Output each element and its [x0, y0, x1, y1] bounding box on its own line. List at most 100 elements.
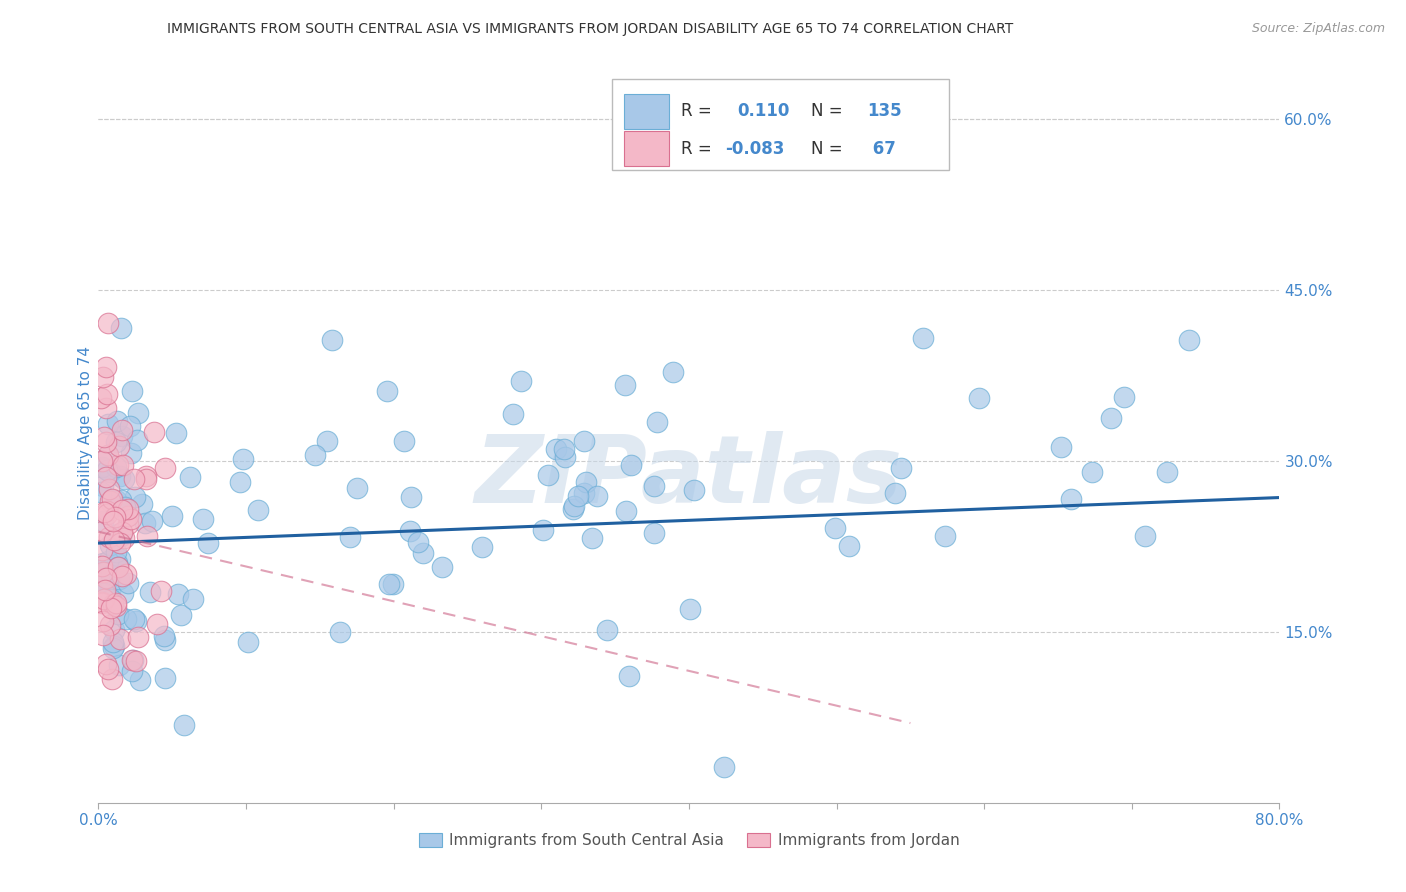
- Point: [197, 535, 219, 549]
- Point: [884, 486, 907, 500]
- Point: [135, 472, 157, 486]
- Point: [321, 333, 343, 347]
- Point: [91, 556, 114, 570]
- Point: [1112, 390, 1135, 404]
- Point: [127, 406, 149, 420]
- Point: [90, 485, 112, 500]
- Point: [125, 654, 148, 668]
- Point: [100, 591, 122, 606]
- Point: [100, 568, 122, 582]
- Point: [181, 591, 204, 606]
- Point: [114, 611, 136, 625]
- Text: N =: N =: [811, 140, 842, 158]
- Point: [616, 504, 638, 518]
- Point: [97, 554, 120, 568]
- Point: [179, 470, 201, 484]
- Point: [661, 365, 683, 379]
- Point: [93, 505, 115, 519]
- Point: [167, 586, 190, 600]
- Point: [153, 629, 176, 643]
- Point: [93, 479, 115, 493]
- Point: [96, 571, 118, 585]
- Point: [136, 529, 159, 543]
- Text: N =: N =: [811, 102, 842, 120]
- Point: [122, 472, 145, 486]
- Point: [406, 534, 429, 549]
- Point: [596, 624, 619, 638]
- Point: [94, 565, 117, 579]
- Point: [104, 459, 127, 474]
- Legend: Immigrants from South Central Asia, Immigrants from Jordan: Immigrants from South Central Asia, Immi…: [412, 827, 966, 855]
- Point: [108, 573, 131, 587]
- Point: [619, 669, 641, 683]
- Point: [103, 514, 125, 528]
- Point: [103, 641, 125, 656]
- Point: [90, 391, 112, 405]
- FancyBboxPatch shape: [612, 79, 949, 169]
- Point: [93, 592, 115, 607]
- Point: [1135, 529, 1157, 543]
- Point: [96, 470, 118, 484]
- Point: [108, 439, 131, 453]
- Bar: [624, 130, 669, 166]
- Point: [153, 460, 176, 475]
- Point: [98, 494, 121, 508]
- Point: [620, 458, 643, 472]
- Point: [162, 508, 184, 523]
- Point: [97, 662, 120, 676]
- Point: [98, 618, 121, 632]
- Point: [90, 559, 112, 574]
- Point: [575, 475, 598, 489]
- Point: [912, 331, 935, 345]
- Point: [105, 557, 128, 571]
- Point: [238, 634, 260, 648]
- Point: [91, 453, 114, 467]
- Bar: [624, 94, 669, 129]
- Point: [114, 500, 136, 514]
- Y-axis label: Disability Age 65 to 74: Disability Age 65 to 74: [77, 345, 93, 520]
- Point: [100, 600, 122, 615]
- Point: [101, 597, 124, 611]
- Point: [1080, 465, 1102, 479]
- Point: [430, 559, 453, 574]
- Point: [129, 673, 152, 688]
- Point: [382, 577, 405, 591]
- Point: [135, 469, 157, 483]
- Point: [117, 516, 139, 531]
- Point: [643, 526, 665, 541]
- Point: [96, 570, 118, 584]
- Text: R =: R =: [681, 140, 711, 158]
- Point: [838, 539, 860, 553]
- Point: [104, 510, 127, 524]
- Point: [246, 502, 269, 516]
- Point: [104, 435, 127, 450]
- Point: [120, 512, 142, 526]
- Point: [110, 524, 132, 539]
- Point: [339, 530, 361, 544]
- Point: [229, 475, 252, 489]
- Point: [121, 653, 143, 667]
- Point: [232, 451, 254, 466]
- Point: [107, 458, 129, 472]
- Point: [108, 632, 131, 647]
- Point: [107, 607, 129, 622]
- Point: [112, 532, 135, 546]
- Point: [165, 425, 187, 440]
- Point: [105, 414, 128, 428]
- Point: [97, 448, 120, 462]
- Point: [96, 401, 118, 415]
- Point: [107, 527, 129, 541]
- Point: [155, 671, 177, 685]
- Point: [91, 566, 114, 580]
- Point: [150, 584, 173, 599]
- Point: [94, 582, 117, 597]
- Point: [127, 630, 149, 644]
- Point: [471, 540, 494, 554]
- Point: [110, 569, 132, 583]
- Text: Source: ZipAtlas.com: Source: ZipAtlas.com: [1251, 22, 1385, 36]
- Point: [93, 430, 115, 444]
- Point: [101, 634, 124, 648]
- Point: [679, 601, 702, 615]
- Point: [399, 524, 422, 538]
- Point: [90, 596, 112, 610]
